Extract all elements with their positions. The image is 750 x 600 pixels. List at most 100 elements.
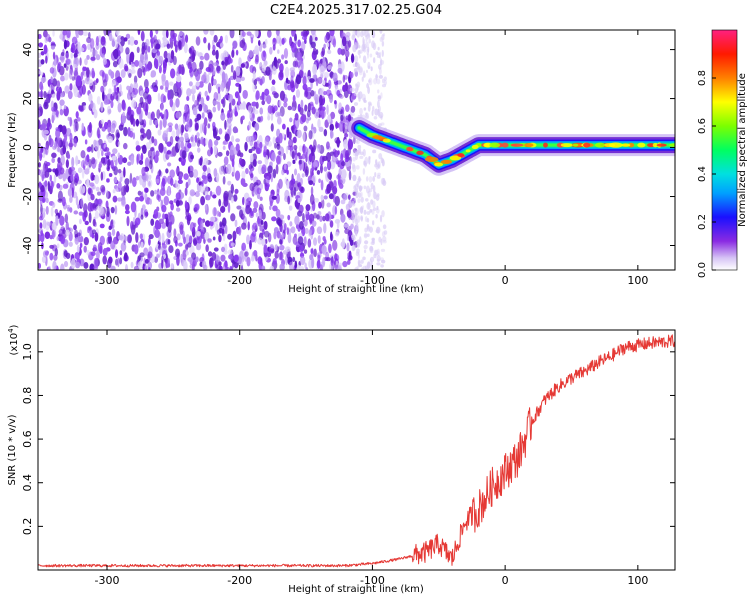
noise-speck xyxy=(319,215,323,222)
noise-speck xyxy=(209,190,213,197)
noise-speck xyxy=(151,36,156,42)
noise-speck xyxy=(303,219,308,227)
noise-speck xyxy=(347,194,351,200)
noise-speck xyxy=(215,223,219,232)
noise-speck xyxy=(339,94,344,99)
noise-speck xyxy=(261,63,267,73)
noise-speck xyxy=(209,257,214,268)
noise-speck xyxy=(289,36,293,47)
noise-speck xyxy=(102,248,108,256)
noise-speck xyxy=(195,36,201,46)
noise-speck xyxy=(137,30,141,36)
noise-speck xyxy=(248,111,252,119)
noise-speck xyxy=(123,126,128,137)
colorbar-label: Normalized spectral amplitude xyxy=(737,73,748,227)
noise-speck xyxy=(217,151,223,157)
noise-speck xyxy=(124,178,130,186)
colorbar-tick-label: 0.4 xyxy=(697,166,708,182)
noise-speck xyxy=(338,102,342,111)
noise-speck xyxy=(161,204,167,213)
noise-speck xyxy=(266,94,272,105)
noise-speck xyxy=(366,52,370,59)
noise-speck xyxy=(127,39,131,45)
noise-speck xyxy=(345,203,351,211)
noise-speck xyxy=(321,244,327,254)
noise-speck xyxy=(143,187,149,194)
noise-speck xyxy=(370,199,374,205)
noise-speck xyxy=(374,172,377,178)
noise-speck xyxy=(259,225,265,232)
noise-speck xyxy=(202,264,208,270)
noise-speck xyxy=(359,31,364,38)
noise-speck xyxy=(360,192,363,198)
noise-speck xyxy=(173,228,177,238)
noise-speck xyxy=(42,219,47,229)
noise-speck xyxy=(70,52,74,59)
noise-speck xyxy=(338,121,344,132)
noise-speck xyxy=(56,80,61,89)
noise-speck xyxy=(126,92,131,100)
ridge-hotspot xyxy=(489,142,500,148)
noise-speck xyxy=(327,171,332,179)
noise-speck xyxy=(275,30,281,37)
noise-speck xyxy=(317,143,321,153)
noise-speck xyxy=(335,121,338,130)
noise-speck xyxy=(241,222,247,230)
noise-speck xyxy=(247,221,250,231)
noise-speck xyxy=(165,30,169,39)
noise-speck xyxy=(155,178,160,184)
noise-speck xyxy=(103,30,108,36)
ridge-hotspot xyxy=(524,143,534,148)
ridge-hotspot xyxy=(627,142,635,148)
noise-speck xyxy=(80,197,84,208)
noise-speck xyxy=(224,34,229,44)
noise-speck xyxy=(241,170,246,179)
noise-speck xyxy=(238,83,242,94)
noise-speck xyxy=(352,244,356,252)
noise-speck xyxy=(342,74,346,83)
noise-speck xyxy=(377,100,380,109)
noise-speck xyxy=(376,254,381,262)
noise-speck xyxy=(134,196,140,202)
noise-speck xyxy=(176,127,180,137)
noise-speck xyxy=(44,180,48,187)
noise-speck xyxy=(50,45,56,50)
noise-speck xyxy=(364,115,369,120)
noise-speck xyxy=(145,129,152,140)
noise-speck xyxy=(308,180,314,186)
noise-speck xyxy=(202,164,207,172)
noise-speck xyxy=(90,56,96,61)
noise-speck xyxy=(189,245,195,255)
noise-speck xyxy=(228,254,233,260)
noise-speck xyxy=(366,217,370,223)
noise-speck xyxy=(56,90,61,101)
noise-speck xyxy=(200,195,206,206)
noise-speck xyxy=(150,111,155,121)
noise-speck xyxy=(154,229,160,238)
noise-speck xyxy=(345,149,349,160)
noise-speck xyxy=(107,231,112,238)
noise-speck xyxy=(45,197,49,204)
noise-speck xyxy=(279,63,284,73)
noise-speck xyxy=(361,76,364,82)
noise-speck xyxy=(77,167,83,174)
ridge-hotspot xyxy=(457,153,465,158)
noise-speck xyxy=(377,89,380,94)
noise-speck xyxy=(73,210,79,215)
noise-speck xyxy=(144,157,150,168)
noise-speck xyxy=(278,132,283,144)
noise-speck xyxy=(57,198,63,203)
noise-speck xyxy=(187,142,192,149)
noise-speck xyxy=(294,152,298,161)
noise-speck xyxy=(61,196,66,207)
noise-speck xyxy=(78,104,81,111)
noise-speck xyxy=(373,249,378,256)
noise-speck xyxy=(161,259,164,269)
noise-speck xyxy=(169,200,174,205)
noise-speck xyxy=(238,57,242,67)
noise-speck xyxy=(326,104,329,115)
noise-speck xyxy=(347,160,352,166)
noise-speck xyxy=(224,94,230,99)
noise-speck xyxy=(310,30,316,36)
noise-speck xyxy=(317,210,322,216)
